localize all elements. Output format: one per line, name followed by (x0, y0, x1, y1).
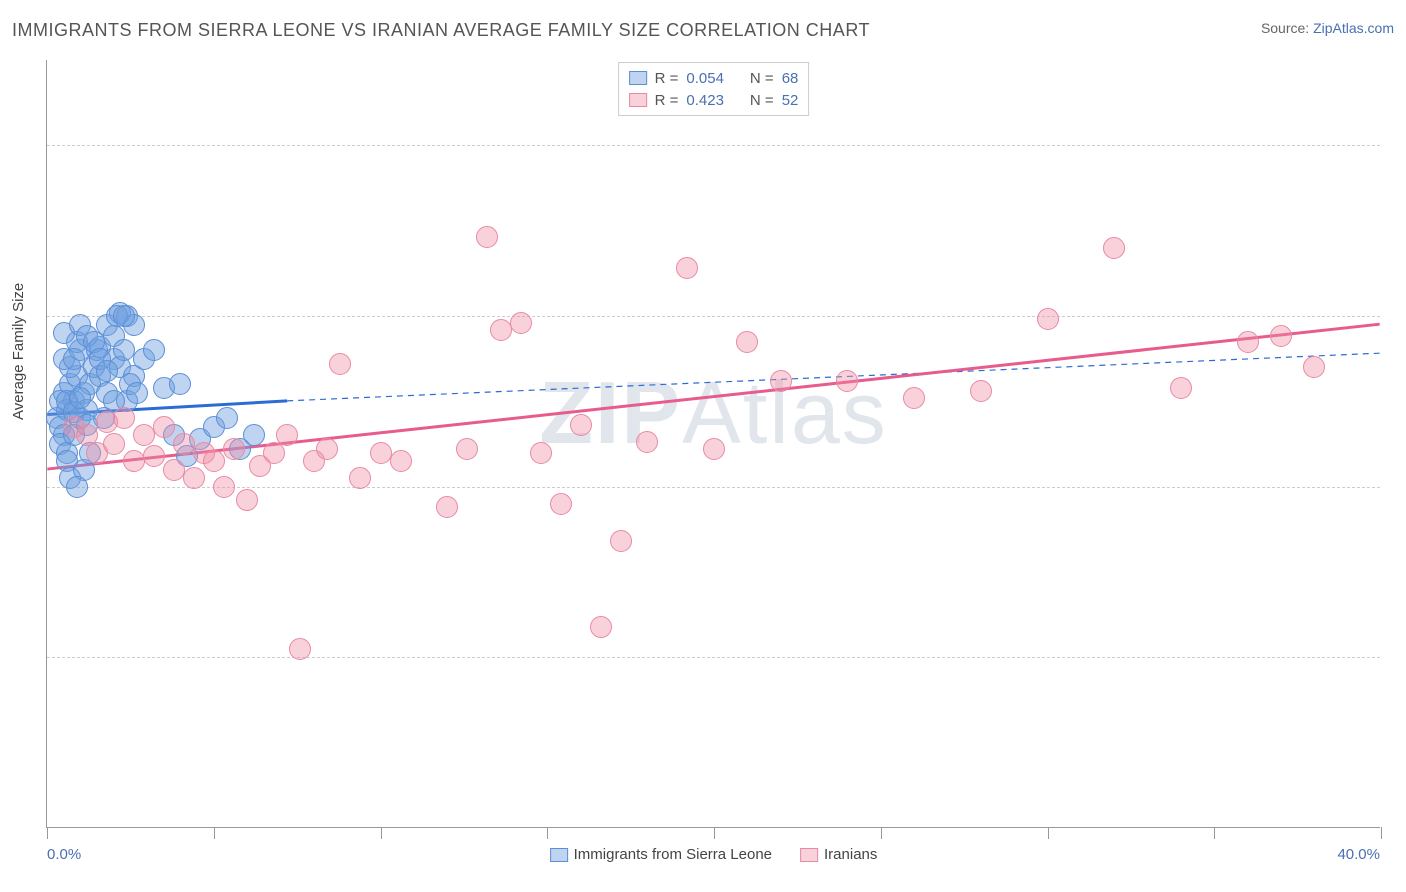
data-point (329, 353, 351, 375)
data-point (703, 438, 725, 460)
data-point (736, 331, 758, 353)
data-point (126, 382, 148, 404)
data-point (1303, 356, 1325, 378)
data-point (390, 450, 412, 472)
source-link[interactable]: ZipAtlas.com (1313, 20, 1394, 36)
data-point (770, 370, 792, 392)
grid-line (47, 145, 1380, 146)
data-point (96, 360, 118, 382)
legend-row-pink: R = 0.423 N = 52 (629, 89, 799, 111)
legend-row-blue: R = 0.054 N = 68 (629, 67, 799, 89)
data-point (223, 438, 245, 460)
data-point (1270, 325, 1292, 347)
data-point (530, 442, 552, 464)
data-point (456, 438, 478, 460)
data-point (316, 438, 338, 460)
data-point (153, 416, 175, 438)
plot-area: ZIPAtlas R = 0.054 N = 68 R = 0.423 N = … (46, 60, 1380, 828)
data-point (183, 467, 205, 489)
swatch-blue-icon (550, 848, 568, 862)
y-tick-label: 2.00 (1388, 649, 1406, 666)
x-tick (881, 827, 882, 839)
data-point (550, 493, 572, 515)
y-tick-label: 5.00 (1388, 137, 1406, 154)
x-tick (547, 827, 548, 839)
x-tick (1214, 827, 1215, 839)
legend-item-pink: Iranians (800, 846, 877, 863)
swatch-pink-icon (800, 848, 818, 862)
data-point (103, 433, 125, 455)
data-point (970, 380, 992, 402)
data-point (63, 348, 85, 370)
data-point (163, 459, 185, 481)
data-point (113, 339, 135, 361)
data-point (903, 387, 925, 409)
chart-title: IMMIGRANTS FROM SIERRA LEONE VS IRANIAN … (12, 20, 870, 41)
data-point (173, 433, 195, 455)
data-point (570, 414, 592, 436)
data-point (133, 424, 155, 446)
grid-line (47, 316, 1380, 317)
data-point (676, 257, 698, 279)
data-point (1237, 331, 1259, 353)
data-point (349, 467, 371, 489)
y-tick-label: 3.00 (1388, 478, 1406, 495)
y-axis-label: Average Family Size (10, 283, 27, 420)
swatch-pink (629, 93, 647, 107)
data-point (169, 373, 191, 395)
x-tick (214, 827, 215, 839)
legend-stats: R = 0.054 N = 68 R = 0.423 N = 52 (618, 62, 810, 116)
swatch-blue (629, 71, 647, 85)
data-point (836, 370, 858, 392)
grid-line (47, 487, 1380, 488)
data-point (636, 431, 658, 453)
data-point (123, 450, 145, 472)
data-point (216, 407, 238, 429)
data-point (289, 638, 311, 660)
grid-line (47, 657, 1380, 658)
data-point (1170, 377, 1192, 399)
data-point (436, 496, 458, 518)
x-tick (714, 827, 715, 839)
data-point (143, 339, 165, 361)
data-point (590, 616, 612, 638)
data-point (1037, 308, 1059, 330)
data-point (243, 424, 265, 446)
data-point (69, 387, 91, 409)
x-axis-min-label: 0.0% (47, 846, 81, 863)
data-point (66, 476, 88, 498)
source-attribution: Source: ZipAtlas.com (1261, 20, 1394, 36)
data-point (143, 445, 165, 467)
y-tick-label: 4.00 (1388, 308, 1406, 325)
x-tick (1048, 827, 1049, 839)
x-tick (381, 827, 382, 839)
data-point (510, 312, 532, 334)
x-tick (1381, 827, 1382, 839)
data-point (213, 476, 235, 498)
data-point (476, 226, 498, 248)
x-axis-max-label: 40.0% (1337, 846, 1380, 863)
data-point (236, 489, 258, 511)
data-point (203, 450, 225, 472)
data-point (610, 530, 632, 552)
legend-series: Immigrants from Sierra Leone Iranians (550, 846, 878, 863)
data-point (490, 319, 512, 341)
data-point (370, 442, 392, 464)
x-tick (47, 827, 48, 839)
data-point (113, 305, 135, 327)
legend-item-blue: Immigrants from Sierra Leone (550, 846, 772, 863)
data-point (276, 424, 298, 446)
data-point (113, 407, 135, 429)
data-point (1103, 237, 1125, 259)
